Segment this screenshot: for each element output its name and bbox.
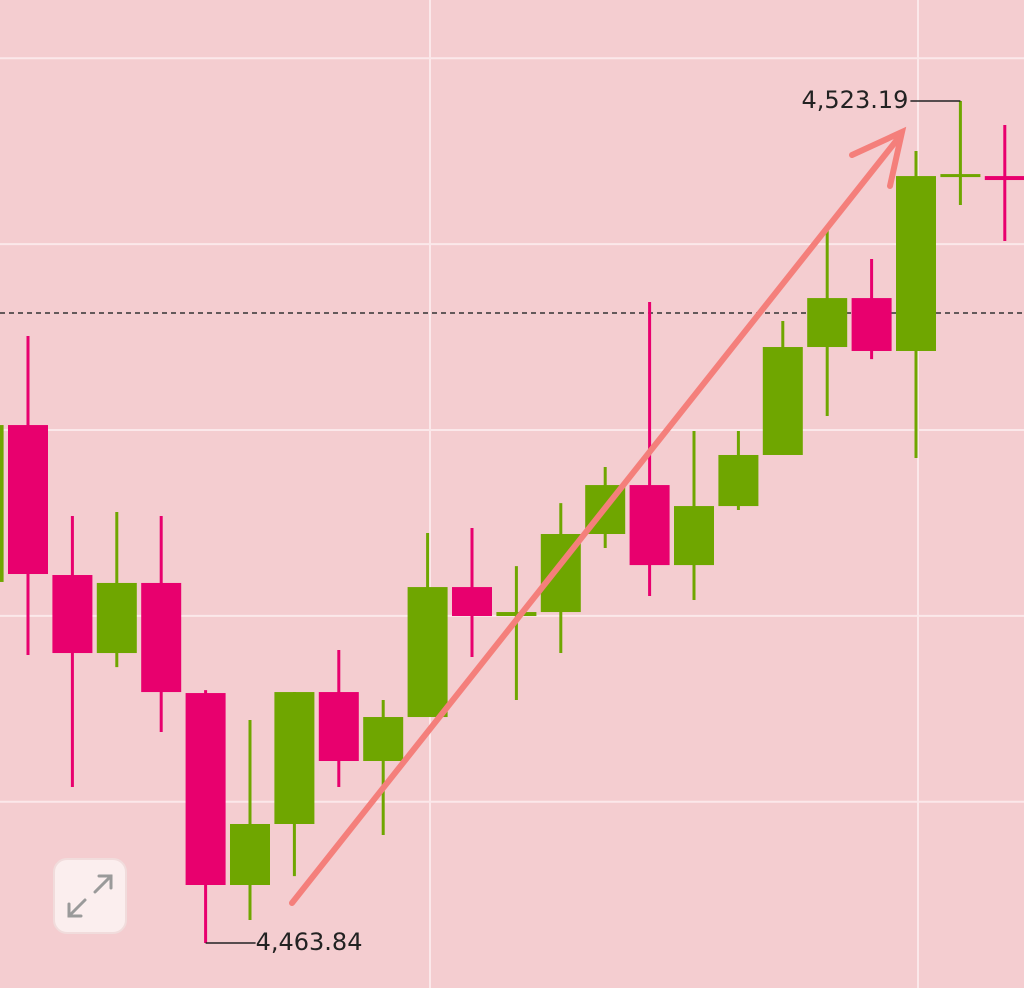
candle-body — [496, 612, 537, 617]
candle-body — [407, 587, 448, 718]
candle-body — [718, 454, 759, 507]
low-label: 4,463.84 — [256, 928, 363, 956]
candle-body — [185, 693, 226, 886]
candle-body — [141, 582, 182, 693]
annotations: 4,523.19 4,463.84 — [205, 86, 961, 956]
candle-body — [851, 298, 892, 351]
candle-body — [674, 506, 714, 566]
candle-body — [0, 425, 4, 582]
candle-body — [8, 425, 48, 575]
expand-icon — [67, 874, 113, 918]
candle-body — [940, 174, 981, 178]
expand-button[interactable] — [53, 858, 127, 934]
candle-body — [318, 692, 359, 762]
candle-body — [896, 176, 936, 351]
candle-body — [363, 717, 404, 762]
candle-body — [274, 692, 315, 824]
candle-body — [762, 347, 803, 455]
candle-body — [629, 485, 670, 566]
candle-body — [52, 575, 93, 654]
high-label: 4,523.19 — [802, 86, 909, 114]
trend-arrow — [289, 126, 907, 906]
candle-body — [230, 823, 270, 886]
candle-body — [984, 176, 1024, 181]
candle-body — [452, 587, 492, 617]
candle-body — [96, 582, 137, 654]
candle-body — [807, 298, 848, 348]
candles — [0, 101, 1024, 944]
